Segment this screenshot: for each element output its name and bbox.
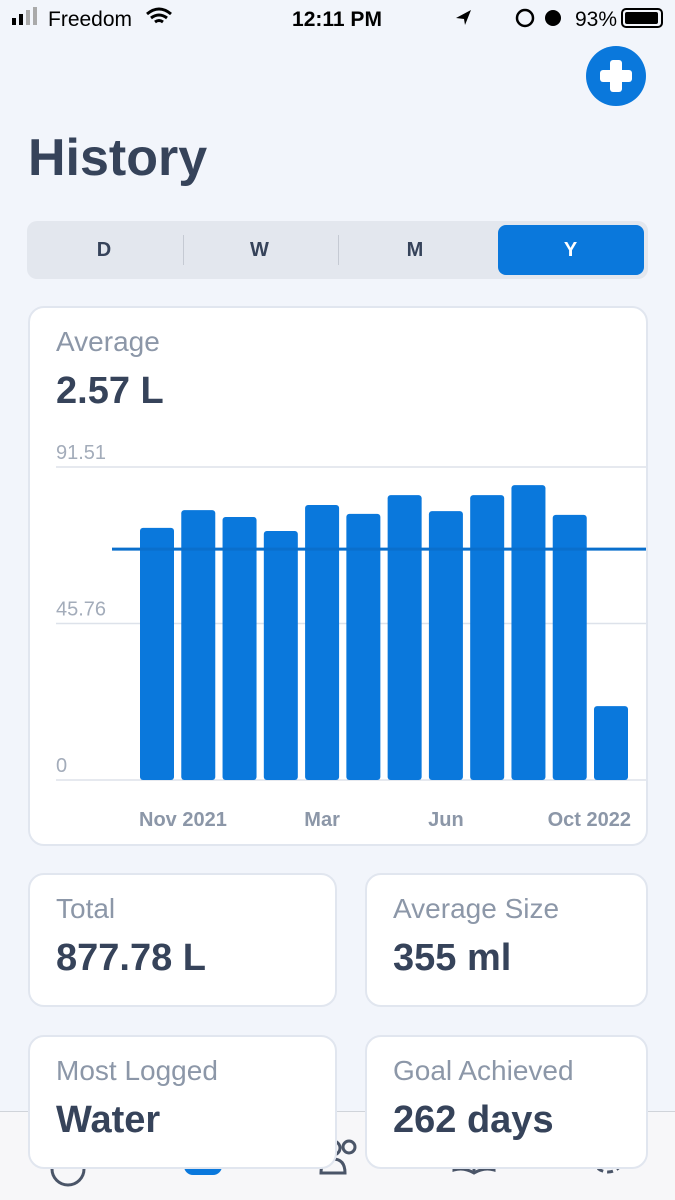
carrier: Freedom <box>48 8 132 31</box>
clock: 12:11 PM <box>292 8 382 31</box>
location-icon <box>456 10 471 25</box>
stat-value: 262 days <box>393 1099 554 1141</box>
lock-icon <box>515 8 535 28</box>
signal-icon <box>33 7 37 25</box>
battery-level <box>625 12 658 24</box>
segment-divider <box>182 235 184 265</box>
add-button[interactable] <box>586 46 648 108</box>
segment-button[interactable]: W <box>250 238 269 261</box>
bar <box>181 510 216 780</box>
segment-button[interactable]: M <box>406 238 424 261</box>
stat-card: Most Logged Water <box>28 1035 337 1169</box>
stat-label: Total <box>56 893 116 924</box>
bar <box>222 516 257 780</box>
y-tick-label: 0 <box>56 755 67 777</box>
bar <box>387 495 422 780</box>
segment-button[interactable]: D <box>96 238 112 261</box>
battery-percent: 93% <box>575 8 617 31</box>
x-tick-label: Mar <box>304 809 340 831</box>
bar <box>263 530 298 780</box>
bar <box>140 527 174 780</box>
battery-icon <box>621 8 663 28</box>
stat-card: Average Size 355 ml <box>365 873 648 1007</box>
segment-button[interactable]: Y <box>497 225 644 275</box>
stat-value: Water <box>56 1099 161 1141</box>
x-tick-label: Jun <box>428 809 464 831</box>
x-tick-label: Nov 2021 <box>139 809 227 831</box>
bar <box>594 706 628 780</box>
stat-card: Total 877.78 L <box>28 873 337 1007</box>
stat-value: 355 ml <box>393 937 512 979</box>
stat-value: 877.78 L <box>56 937 206 979</box>
average-label: Average <box>56 326 160 357</box>
status-bar: Freedom 12:11 PM 93% <box>12 7 663 31</box>
y-tick-label: 45.76 <box>56 598 106 620</box>
wifi-icon <box>146 7 172 24</box>
bar <box>305 505 340 780</box>
bar <box>552 514 587 780</box>
average-value: 2.57 L <box>56 370 164 412</box>
bar <box>346 513 381 780</box>
chart: 0 45.76 91.51 Nov 2021 Mar Jun Oct 2022 <box>56 442 646 831</box>
chart-card: Average 2.57 L 0 45.76 91.51 Nov 2021 Mar Jun… <box>28 306 648 846</box>
alarm-icon <box>545 10 561 26</box>
signal-icon <box>12 18 16 25</box>
bar <box>470 495 505 780</box>
x-tick-label: Oct 2022 <box>548 809 631 831</box>
stat-label: Average Size <box>393 893 560 924</box>
stat-card: Goal Achieved 262 days <box>365 1035 648 1169</box>
stat-label: Most Logged <box>56 1055 218 1086</box>
y-tick-label: 91.51 <box>56 442 106 464</box>
stat-label: Goal Achieved <box>393 1055 574 1086</box>
signal-icon <box>19 14 23 25</box>
segment-divider <box>338 235 339 265</box>
signal-icon <box>26 10 30 25</box>
page-title: History <box>28 129 208 187</box>
bar <box>511 485 546 780</box>
bar <box>428 511 463 780</box>
